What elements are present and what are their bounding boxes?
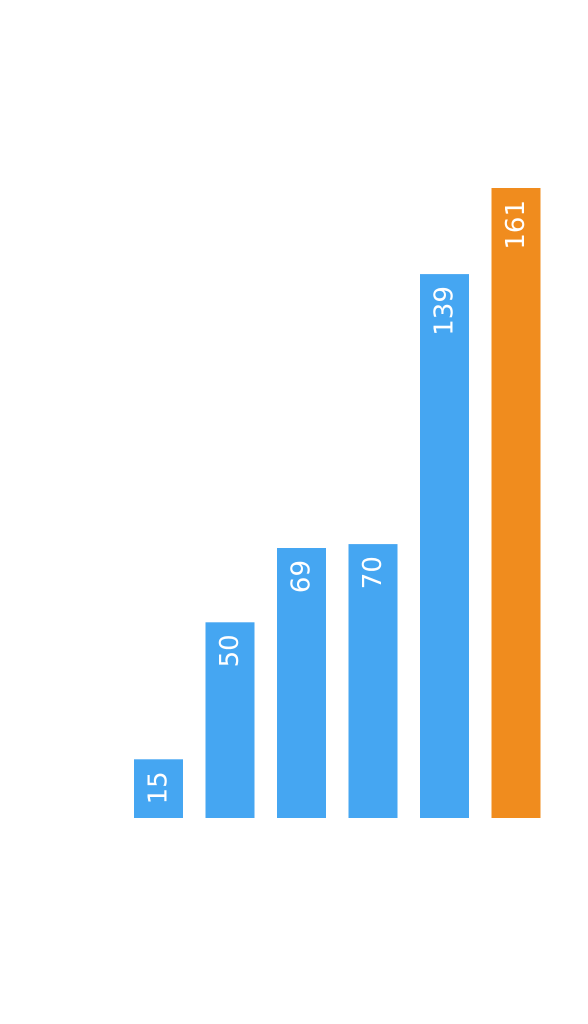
bar-value-label: 70 (358, 556, 388, 589)
bar-value-label: 69 (287, 560, 317, 593)
bar-value-label: 15 (144, 771, 174, 804)
bar-69 (277, 548, 326, 818)
bar-value-label: 161 (501, 200, 531, 250)
bar-50 (205, 622, 255, 818)
bar-15 (134, 759, 183, 818)
bar-70 (348, 544, 398, 818)
bar-value-label: 139 (430, 286, 460, 336)
bar-161 (491, 188, 541, 818)
bar-value-label: 50 (215, 634, 245, 667)
bar-139 (420, 274, 469, 819)
